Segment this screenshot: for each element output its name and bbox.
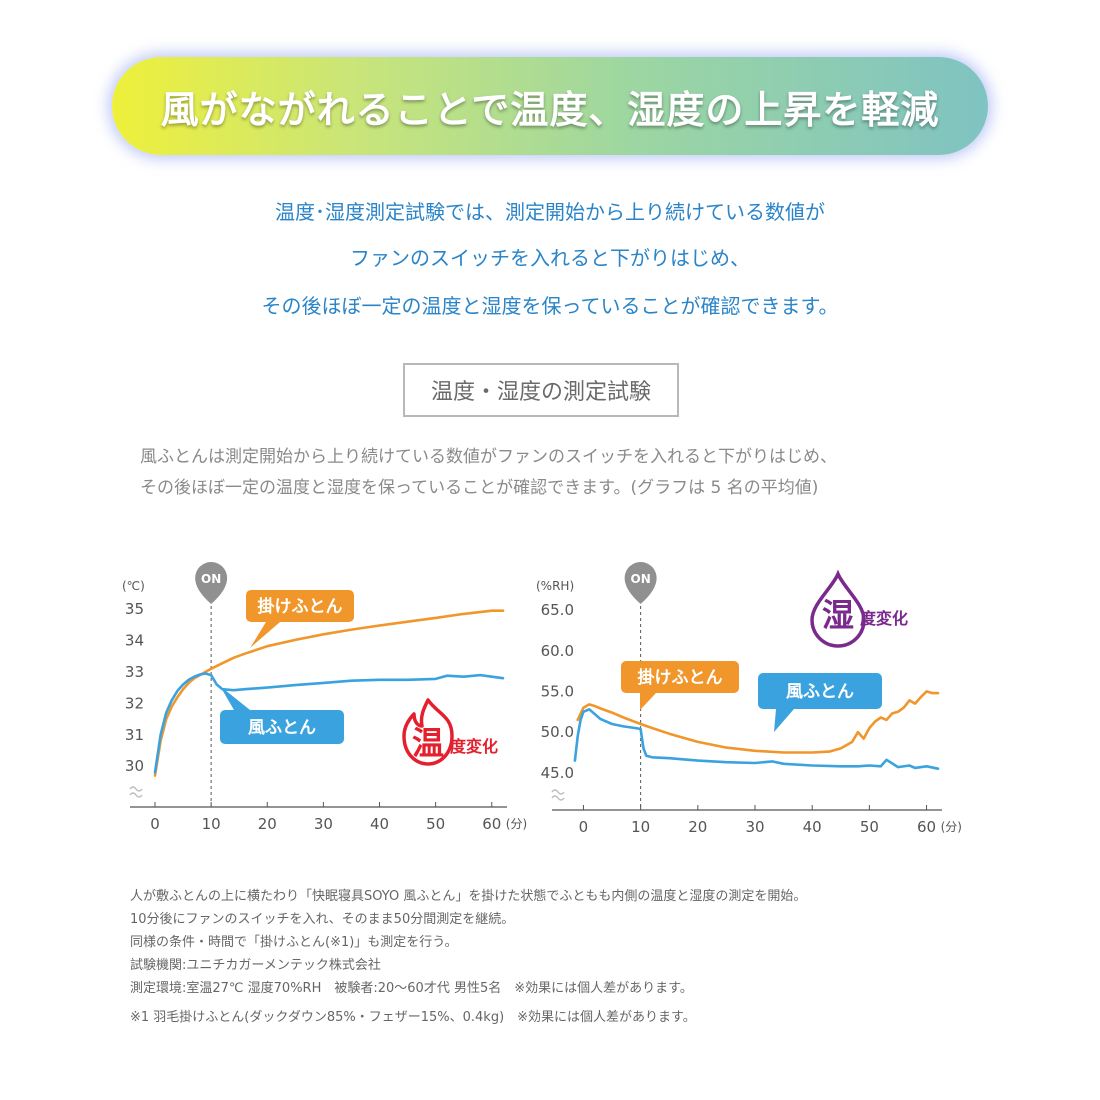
x-unit-label: (分)	[506, 817, 527, 831]
y-tick-label: 35	[125, 600, 144, 618]
x-tick-label: 20	[258, 815, 277, 833]
y-tick-label: 45.0	[541, 764, 574, 782]
x-tick-label: 20	[688, 818, 707, 836]
intro-line-2: ファンのスイッチを入れると下がりはじめ、	[350, 246, 750, 270]
on-pin-icon	[624, 562, 657, 604]
series-line-kaze-futon	[153, 672, 505, 774]
banner-title: 風がながれることで温度、湿度の上昇を軽減	[160, 87, 940, 132]
series-label: 風ふとん	[786, 682, 854, 702]
callout-tail	[774, 709, 794, 732]
y-unit-label: (℃)	[122, 579, 145, 593]
intro-line-1: 温度･湿度測定試験では、測定開始から上り続けている数値が	[275, 200, 825, 224]
x-tick-label: 40	[803, 818, 822, 836]
footnote-note: ※1 羽毛掛けふとん(ダックダウン85%・フェザー15%、0.4kg) ※効果に…	[130, 1010, 696, 1025]
section-desc-line-1: 風ふとんは測定開始から上り続けている数値がファンのスイッチを入れると下がりはじめ…	[140, 447, 837, 467]
series-label: 風ふとん	[248, 718, 316, 738]
series-label: 掛けふとん	[638, 667, 723, 688]
y-tick-label: 50.0	[541, 723, 574, 741]
footnote-line-2: 10分後にファンのスイッチを入れ、そのまま50分間測定を継続。	[130, 912, 515, 927]
axis-break-wave	[551, 789, 565, 795]
y-tick-label: 60.0	[541, 642, 574, 660]
x-tick-label: 10	[202, 815, 221, 833]
x-tick-label: 50	[426, 815, 445, 833]
footnote-line-5: 測定環境:室温27℃ 湿度70%RH 被験者:20〜60才代 男性5名 ※効果に…	[130, 981, 693, 996]
footnote-line-1: 人が敷ふとんの上に横たわり「快眠寝具SOYO 風ふとん」を掛けた状態でふともも内…	[130, 889, 807, 904]
y-tick-label: 31	[125, 726, 144, 744]
axis-break-wave	[551, 795, 565, 801]
intro-line-3: その後ほぼ一定の温度と湿度を保っていることが確認できます。	[261, 294, 839, 318]
x-tick-label: 30	[745, 818, 764, 836]
callout-tail	[220, 686, 250, 710]
x-tick-label: 60	[482, 815, 501, 833]
series-line-kake-futon	[576, 690, 940, 754]
x-unit-label: (分)	[941, 820, 962, 834]
water-drop-icon	[810, 569, 866, 648]
on-label: ON	[201, 572, 221, 586]
y-tick-label: 32	[125, 694, 144, 712]
temperature-chart: (℃) 30 31 32 33 34 35 0 10 20 30 40 50 60 (分) ON 掛けふとん風ふ…	[122, 562, 527, 833]
badge-text: 度変化	[860, 609, 908, 628]
x-tick-label: 60	[917, 818, 936, 836]
footnote-line-4: 試験機関:ユニチカガーメンテック株式会社	[130, 958, 381, 973]
x-tick-label: 0	[579, 818, 589, 836]
on-label: ON	[631, 572, 651, 586]
y-tick-label: 65.0	[541, 601, 574, 619]
title-banner: 風がながれることで温度、湿度の上昇を軽減	[112, 57, 988, 155]
y-tick-label: 33	[125, 663, 144, 681]
x-tick-label: 0	[150, 815, 160, 833]
series-label: 掛けふとん	[258, 596, 343, 617]
x-tick-label: 50	[860, 818, 879, 836]
section-title: 温度・湿度の測定試験	[430, 380, 651, 405]
x-tick-label: 10	[631, 818, 650, 836]
x-tick-label: 30	[314, 815, 333, 833]
footnote-line-3: 同様の条件・時間で「掛けふとん(※1)」も測定を行う。	[130, 935, 458, 950]
axis-break-wave	[129, 786, 143, 792]
on-pin-icon	[195, 562, 228, 604]
badge-char: 湿	[822, 596, 854, 634]
badge-char: 温	[412, 724, 444, 762]
callout-box	[758, 673, 882, 709]
callout-tail	[640, 693, 656, 710]
y-unit-label: (%RH)	[536, 579, 574, 593]
callout-tail	[250, 622, 280, 648]
callout-box	[621, 661, 739, 693]
series-line-kaze-futon	[573, 708, 940, 770]
series-line-kake-futon	[153, 609, 505, 777]
y-tick-label: 34	[125, 632, 144, 650]
humidity-chart: (%RH) 45.0 50.0 55.0 60.0 65.0 0 10 20 30 40 50 60 (分…	[536, 562, 962, 836]
y-tick-label: 30	[125, 757, 144, 775]
y-tick-label: 55.0	[541, 682, 574, 700]
badge-text: 度変化	[450, 737, 498, 756]
x-tick-label: 40	[370, 815, 389, 833]
axis-break-wave	[129, 792, 143, 798]
flame-icon	[402, 698, 454, 766]
callout-box	[220, 710, 344, 744]
section-title-box: 温度・湿度の測定試験	[403, 363, 679, 417]
callout-box	[246, 590, 354, 622]
section-desc-line-2: その後ほぼ一定の温度と湿度を保っていることが確認できます。(グラフは 5 名の平…	[140, 478, 819, 498]
